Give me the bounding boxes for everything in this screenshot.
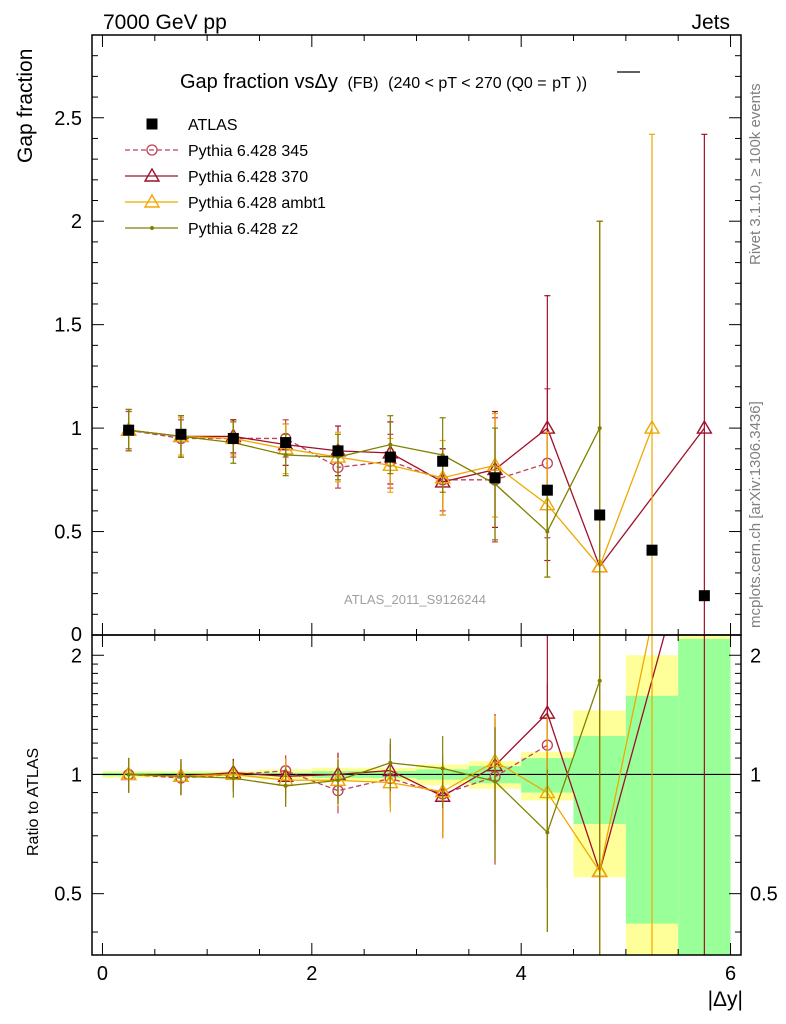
legend-label: Pythia 6.428 370 [188,169,308,186]
chart-title: Gap fraction vsΔy (FB) (240 < pT < 270 (… [180,71,587,93]
title-fb: (FB) [347,75,378,92]
ratio-point [126,772,131,777]
rivet-label: Rivet 3.1.10, ≥ 100k events [747,83,764,265]
atlas-point [227,432,239,444]
x-tick-label: 0 [97,963,108,985]
legend-label: ATLAS [188,117,238,134]
series-point [388,442,393,447]
title-main: Gap fraction vsΔy [180,71,338,93]
analysis-label: ATLAS_2011_S9126244 [344,592,486,607]
y-tick-label: 1 [71,418,82,440]
atlas-point [698,590,710,602]
y-tick-label: 1.5 [54,315,82,337]
atlas-point [541,484,553,496]
ratio-point [178,774,183,779]
x-tick-label: 4 [516,963,527,985]
ratio-tick-label: 2 [71,645,82,667]
y-axis-label-top: Gap fraction [14,49,37,163]
series-point [696,419,713,434]
atlas-point [646,544,658,556]
atlas-point [175,428,187,440]
series-line-ratio [128,680,601,834]
header-left: 7000 GeV pp [103,11,227,34]
legend-marker [143,193,161,208]
y-tick-label: 2 [71,211,82,233]
ratio-tick-label-right: 2 [750,645,761,667]
ratio-point [335,778,340,783]
ratio-tick-label-right: 1 [750,764,761,786]
ratio-bands [102,635,731,955]
y-tick-label-zero: 0 [71,624,82,646]
series-layer [120,133,713,955]
title-cut: (240 < pT < 270 (Q0 = [388,75,546,92]
tick-layer: 0 2 4 60.511.522.500.5 0.51 12 2 [54,35,778,985]
legend: ATLAS Pythia 6.428 345 Pythia 6.428 370 Pyt… [125,117,326,238]
legend-marker [146,118,158,130]
y-axis-label-bottom: Ratio to ATLAS [25,748,42,856]
atlas-point [123,424,135,436]
legend-marker [150,226,154,230]
x-tick-label: 2 [306,963,317,985]
legend-marker [146,144,158,156]
series-line-top [128,427,601,533]
ratio-point [493,779,498,784]
legend-marker [143,167,161,182]
atlas-point [594,509,606,521]
x-axis-label: |Δy| [708,988,743,1011]
ratio-tick-label-right: 0.5 [750,884,778,906]
series-point [545,529,550,534]
ratio-point [231,776,236,781]
ratio-tick-label: 0.5 [54,884,82,906]
atlas-point [384,451,396,463]
legend-label: Pythia 6.428 345 [188,143,308,160]
mcplots-label: mcplots.cern.ch [arXiv:1306.3436] [747,401,764,628]
legend-label: Pythia 6.428 ambt1 [188,195,326,212]
series-point [283,453,288,457]
x-tick-label: 6 [725,963,736,985]
series-point [643,419,661,434]
atlas-point [332,445,344,457]
atlas-point [280,437,292,449]
ratio-tick-label: 1 [71,764,82,786]
legend-label: Pythia 6.428 z2 [188,221,298,238]
ratio-point [597,678,602,683]
title-close: )) [576,75,587,92]
atlas-point [489,472,501,484]
atlas-point [437,455,449,467]
ratio-point [388,760,393,765]
ratio-point [545,830,550,835]
series-line-top [128,427,705,569]
y-tick-label: 2.5 [54,108,82,130]
series-point [597,426,602,431]
y-tick-label: 0.5 [54,522,82,544]
ratio-point [283,783,288,788]
title-pt: pT [552,75,571,92]
ratio-point [440,766,445,771]
header-right: Jets [691,11,730,34]
